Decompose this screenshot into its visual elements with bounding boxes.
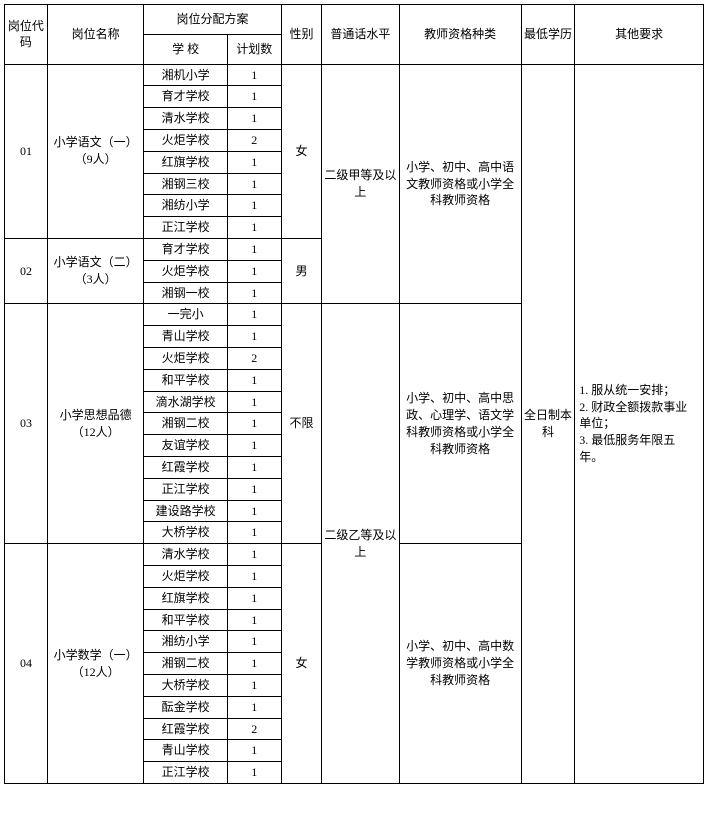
cell-qual: 小学、初中、高中数学教师资格或小学全科教师资格 [399, 544, 521, 784]
cell-plan: 1 [227, 587, 281, 609]
cell-gender: 女 [281, 64, 322, 238]
th-edu: 最低学历 [521, 5, 575, 65]
cell-gender: 女 [281, 544, 322, 784]
cell-school: 湘钢二校 [144, 413, 228, 435]
cell-plan: 2 [227, 347, 281, 369]
cell-school: 建设路学校 [144, 500, 228, 522]
cell-plan: 1 [227, 304, 281, 326]
cell-school: 友谊学校 [144, 435, 228, 457]
cell-plan: 1 [227, 173, 281, 195]
cell-code: 04 [5, 544, 48, 784]
cell-name: 小学数学（一）（12人） [47, 544, 143, 784]
cell-school: 红霞学校 [144, 456, 228, 478]
cell-plan: 1 [227, 217, 281, 239]
cell-school: 青山学校 [144, 740, 228, 762]
cell-code: 02 [5, 238, 48, 303]
cell-school: 大桥学校 [144, 522, 228, 544]
cell-school: 红霞学校 [144, 718, 228, 740]
cell-plan: 2 [227, 718, 281, 740]
cell-school: 清水学校 [144, 108, 228, 130]
cell-plan: 1 [227, 64, 281, 86]
cell-school: 正江学校 [144, 217, 228, 239]
cell-school: 火炬学校 [144, 565, 228, 587]
cell-qual: 小学、初中、高中语文教师资格或小学全科教师资格 [399, 64, 521, 304]
cell-school: 正江学校 [144, 762, 228, 784]
cell-name: 小学语文（一）（9人） [47, 64, 143, 238]
cell-school: 湘纺小学 [144, 195, 228, 217]
cell-gender: 男 [281, 238, 322, 303]
cell-plan: 1 [227, 740, 281, 762]
th-name: 岗位名称 [47, 5, 143, 65]
th-plan: 计划数 [227, 34, 281, 64]
cell-school: 湘钢三校 [144, 173, 228, 195]
cell-name: 小学思想品德（12人） [47, 304, 143, 544]
cell-pth: 二级乙等及以上 [322, 304, 399, 784]
cell-plan: 1 [227, 151, 281, 173]
cell-plan: 1 [227, 762, 281, 784]
th-school: 学 校 [144, 34, 228, 64]
cell-school: 湘钢一校 [144, 282, 228, 304]
cell-plan: 1 [227, 522, 281, 544]
cell-name: 小学语文（二）（3人） [47, 238, 143, 303]
cell-plan: 1 [227, 282, 281, 304]
cell-school: 滴水湖学校 [144, 391, 228, 413]
cell-plan: 1 [227, 326, 281, 348]
cell-plan: 1 [227, 609, 281, 631]
cell-school: 育才学校 [144, 238, 228, 260]
cell-school: 湘机小学 [144, 64, 228, 86]
cell-school: 湘钢二校 [144, 653, 228, 675]
cell-plan: 1 [227, 631, 281, 653]
th-other: 其他要求 [575, 5, 704, 65]
cell-plan: 1 [227, 195, 281, 217]
cell-school: 正江学校 [144, 478, 228, 500]
cell-plan: 1 [227, 435, 281, 457]
cell-qual: 小学、初中、高中思政、心理学、语文学科教师资格或小学全科教师资格 [399, 304, 521, 544]
cell-school: 火炬学校 [144, 129, 228, 151]
cell-plan: 1 [227, 653, 281, 675]
cell-school: 红旗学校 [144, 151, 228, 173]
cell-school: 和平学校 [144, 609, 228, 631]
cell-school: 湘纺小学 [144, 631, 228, 653]
cell-plan: 2 [227, 129, 281, 151]
cell-school: 红旗学校 [144, 587, 228, 609]
cell-plan: 1 [227, 108, 281, 130]
th-gender: 性别 [281, 5, 322, 65]
cell-school: 育才学校 [144, 86, 228, 108]
cell-plan: 1 [227, 86, 281, 108]
cell-plan: 1 [227, 456, 281, 478]
cell-school: 清水学校 [144, 544, 228, 566]
cell-school: 大桥学校 [144, 674, 228, 696]
cell-other: 1. 服从统一安排；2. 财政全额拨款事业单位；3. 最低服务年限五年。 [575, 64, 704, 783]
cell-plan: 1 [227, 391, 281, 413]
cell-plan: 1 [227, 544, 281, 566]
cell-school: 和平学校 [144, 369, 228, 391]
cell-plan: 1 [227, 674, 281, 696]
cell-plan: 1 [227, 696, 281, 718]
cell-gender: 不限 [281, 304, 322, 544]
th-pth: 普通话水平 [322, 5, 399, 65]
cell-plan: 1 [227, 238, 281, 260]
table-row: 01小学语文（一）（9人）湘机小学1女二级甲等及以上小学、初中、高中语文教师资格… [5, 64, 704, 86]
cell-plan: 1 [227, 478, 281, 500]
cell-school: 一完小 [144, 304, 228, 326]
cell-plan: 1 [227, 500, 281, 522]
cell-school: 火炬学校 [144, 260, 228, 282]
cell-school: 青山学校 [144, 326, 228, 348]
cell-plan: 1 [227, 260, 281, 282]
cell-plan: 1 [227, 565, 281, 587]
th-alloc: 岗位分配方案 [144, 5, 281, 35]
cell-plan: 1 [227, 413, 281, 435]
th-code: 岗位代码 [5, 5, 48, 65]
cell-pth: 二级甲等及以上 [322, 64, 399, 304]
cell-school: 酝金学校 [144, 696, 228, 718]
cell-plan: 1 [227, 369, 281, 391]
cell-code: 01 [5, 64, 48, 238]
th-qual: 教师资格种类 [399, 5, 521, 65]
recruitment-table: 岗位代码 岗位名称 岗位分配方案 性别 普通话水平 教师资格种类 最低学历 其他… [4, 4, 704, 784]
cell-edu: 全日制本科 [521, 64, 575, 783]
cell-code: 03 [5, 304, 48, 544]
cell-school: 火炬学校 [144, 347, 228, 369]
